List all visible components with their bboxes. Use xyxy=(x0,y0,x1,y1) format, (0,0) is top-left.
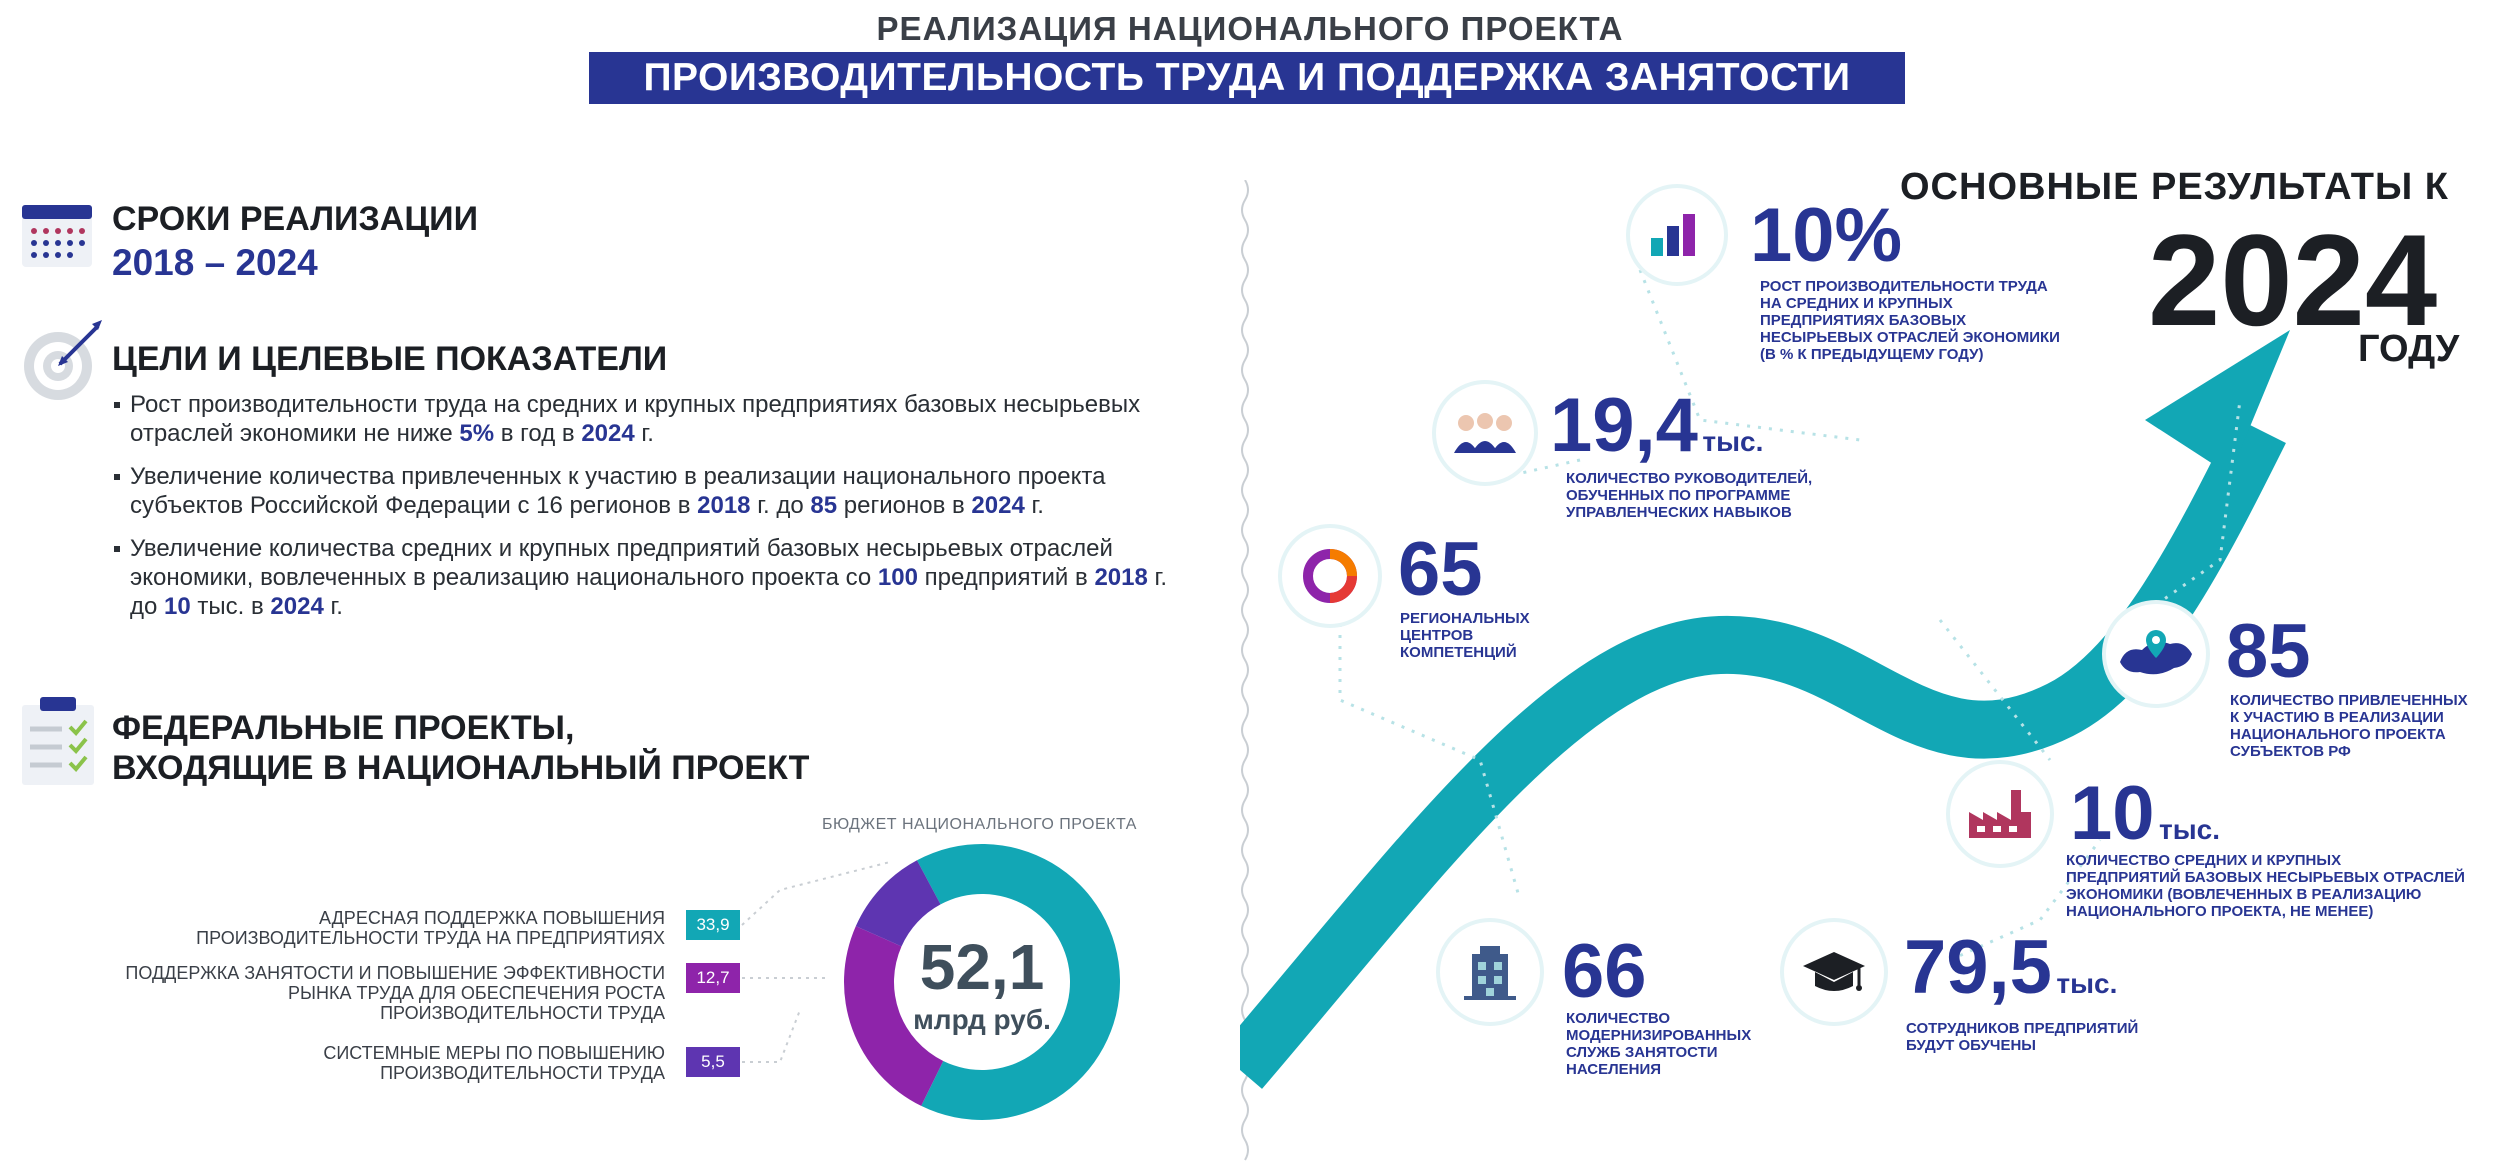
connector-lines xyxy=(741,861,891,1063)
result-desc-regions: КОЛИЧЕСТВО ПРИВЛЕЧЕННЫХ К УЧАСТИЮ В РЕАЛ… xyxy=(2230,692,2468,760)
donut-slice xyxy=(844,926,944,1106)
page-title: ПРОИЗВОДИТЕЛЬНОСТЬ ТРУДА И ПОДДЕРЖКА ЗАН… xyxy=(589,52,1905,104)
results-year-sub: ГОДУ xyxy=(2358,328,2460,370)
result-value-centers: 65 xyxy=(1398,527,1483,612)
building-icon xyxy=(1436,918,1544,1026)
results-title: ОСНОВНЫЕ РЕЗУЛЬТАТЫ К xyxy=(1900,166,2449,208)
federal-project-value: 33,9 xyxy=(686,910,740,940)
goals-list: Рост производительности труда на средних… xyxy=(114,390,1174,635)
result-desc-managers: КОЛИЧЕСТВО РУКОВОДИТЕЛЕЙ, ОБУЧЕННЫХ ПО П… xyxy=(1566,470,1813,521)
result-value-trained: 79,5 xyxy=(1904,925,2052,1010)
donut-total: 52,1 xyxy=(919,931,1045,1003)
result-desc-productivity: РОСТ ПРОИЗВОДИТЕЛЬНОСТИ ТРУДА НА СРЕДНИХ… xyxy=(1760,278,2060,363)
timeline-heading: СРОКИ РЕАЛИЗАЦИИ xyxy=(112,200,479,238)
bar-chart-icon xyxy=(1626,184,1728,286)
result-unit-trained: тыс. xyxy=(2056,968,2118,999)
result-value-regions: 85 xyxy=(2226,609,2311,694)
donut-slice xyxy=(855,860,941,947)
result-desc-trained: СОТРУДНИКОВ ПРЕДПРИЯТИЙ БУДУТ ОБУЧЕНЫ xyxy=(1906,1020,2139,1054)
federal-project-value: 5,5 xyxy=(686,1047,740,1077)
goal-item: Увеличение количества привлеченных к уча… xyxy=(114,462,1174,520)
result-desc-employment-services: КОЛИЧЕСТВО МОДЕРНИЗИРОВАННЫХ СЛУЖБ ЗАНЯТ… xyxy=(1566,1010,1752,1078)
donut-center: 52,1 млрд руб. xyxy=(842,930,1122,1036)
result-value-enterprises-group: 10 тыс. xyxy=(2070,770,2220,857)
target-icon xyxy=(24,320,102,400)
donut-slice xyxy=(916,844,1120,1120)
goal-item: Рост производительности труда на средних… xyxy=(114,390,1174,448)
timeline-years: 2018 – 2024 xyxy=(112,242,318,283)
budget-donut xyxy=(844,844,1120,1120)
result-desc-enterprises: КОЛИЧЕСТВО СРЕДНИХ И КРУПНЫХ ПРЕДПРИЯТИЙ… xyxy=(2066,852,2465,920)
result-value-employment-services: 66 xyxy=(1562,929,1647,1014)
calendar-icon xyxy=(22,205,92,267)
divider xyxy=(1241,180,1249,1161)
result-unit-managers: тыс. xyxy=(1702,426,1764,457)
result-desc-centers: РЕГИОНАЛЬНЫХ ЦЕНТРОВ КОМПЕТЕНЦИЙ xyxy=(1400,610,1530,661)
checklist-icon xyxy=(22,697,94,785)
result-value-managers: 19,4 xyxy=(1550,383,1698,468)
federal-project-label: СИСТЕМНЫЕ МЕРЫ ПО ПОВЫШЕНИЮ ПРОИЗВОДИТЕЛ… xyxy=(323,1043,665,1083)
result-value-trained-group: 79,5 тыс. xyxy=(1904,924,2117,1011)
budget-label: БЮДЖЕТ НАЦИОНАЛЬНОГО ПРОЕКТА xyxy=(822,816,1137,833)
header-subtitle: РЕАЛИЗАЦИЯ НАЦИОНАЛЬНОГО ПРОЕКТА xyxy=(876,10,1624,47)
result-value-managers-group: 19,4 тыс. xyxy=(1550,382,1763,469)
factory-icon xyxy=(1946,760,2054,868)
ring-icon xyxy=(1278,524,1382,628)
result-value-enterprises: 10 xyxy=(2070,771,2155,856)
russia-map-pin-icon xyxy=(2102,600,2210,708)
goals-heading: ЦЕЛИ И ЦЕЛЕВЫЕ ПОКАЗАТЕЛИ xyxy=(112,340,668,378)
federal-project-label: ПОДДЕРЖКА ЗАНЯТОСТИ И ПОВЫШЕНИЕ ЭФФЕКТИВ… xyxy=(125,963,665,1023)
people-icon xyxy=(1432,380,1538,486)
donut-unit: млрд руб. xyxy=(913,1004,1051,1035)
result-unit-enterprises: тыс. xyxy=(2159,814,2220,845)
federal-project-value: 12,7 xyxy=(686,963,740,993)
goal-item: Увеличение количества средних и крупных … xyxy=(114,534,1174,621)
results-year: 2024 xyxy=(2148,207,2438,353)
result-value-productivity: 10% xyxy=(1750,193,1903,278)
graduation-cap-icon xyxy=(1780,918,1888,1026)
federal-project-label: АДРЕСНАЯ ПОДДЕРЖКА ПОВЫШЕНИЯ ПРОИЗВОДИТЕ… xyxy=(196,908,665,948)
result-connectors xyxy=(1338,269,2242,962)
federal-heading: ФЕДЕРАЛЬНЫЕ ПРОЕКТЫ, ВХОДЯЩИЕ В НАЦИОНАЛ… xyxy=(112,709,810,787)
